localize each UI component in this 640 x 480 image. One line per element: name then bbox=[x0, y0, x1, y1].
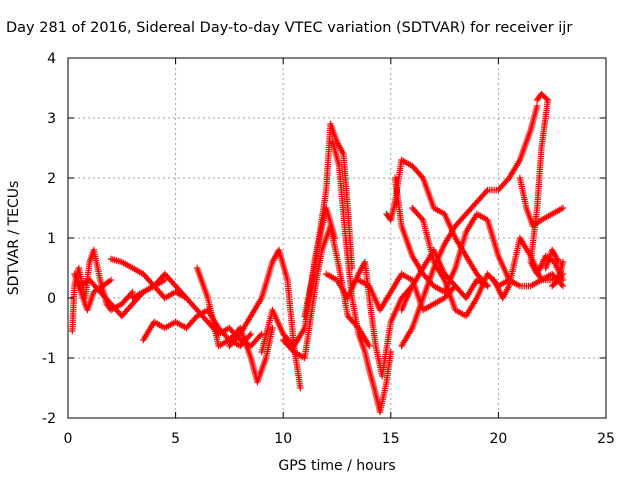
data-series-track-7 bbox=[226, 246, 304, 392]
x-tick-label: 0 bbox=[64, 431, 73, 447]
y-tick-label: -1 bbox=[42, 351, 56, 367]
chart-title: Day 281 of 2016, Sidereal Day-to-day VTE… bbox=[6, 20, 573, 36]
data-series-track-3 bbox=[107, 255, 190, 302]
y-tick-label: 4 bbox=[47, 51, 56, 67]
data-series-track-22 bbox=[542, 246, 567, 290]
y-axis-label: SDTVAR / TECUs bbox=[6, 181, 22, 296]
data-series-track-14 bbox=[383, 156, 491, 290]
data-series-track-4 bbox=[140, 306, 255, 350]
data-series-track-6 bbox=[193, 264, 276, 386]
data-series-track-10 bbox=[301, 120, 356, 320]
y-tick-label: 3 bbox=[47, 111, 56, 127]
data-series-track-20 bbox=[516, 174, 567, 230]
x-tick-label: 25 bbox=[597, 431, 615, 447]
x-tick-label: 15 bbox=[382, 431, 400, 447]
x-tick-label: 10 bbox=[274, 431, 292, 447]
data-series-track-16 bbox=[398, 246, 491, 314]
y-tick-label: -2 bbox=[42, 411, 56, 427]
y-tick-label: 2 bbox=[47, 171, 56, 187]
data-series-track-18 bbox=[391, 174, 513, 296]
y-tick-label: 0 bbox=[47, 291, 56, 307]
y-tick-label: 1 bbox=[47, 231, 56, 247]
axis-ticks-layer: 0 5 10 15 20 25 -2 -1 0 1 2 3 4 bbox=[42, 51, 615, 447]
x-axis-label: GPS time / hours bbox=[278, 458, 395, 474]
x-tick-label: 20 bbox=[489, 431, 507, 447]
data-series-layer bbox=[69, 90, 567, 416]
x-tick-label: 5 bbox=[171, 431, 180, 447]
